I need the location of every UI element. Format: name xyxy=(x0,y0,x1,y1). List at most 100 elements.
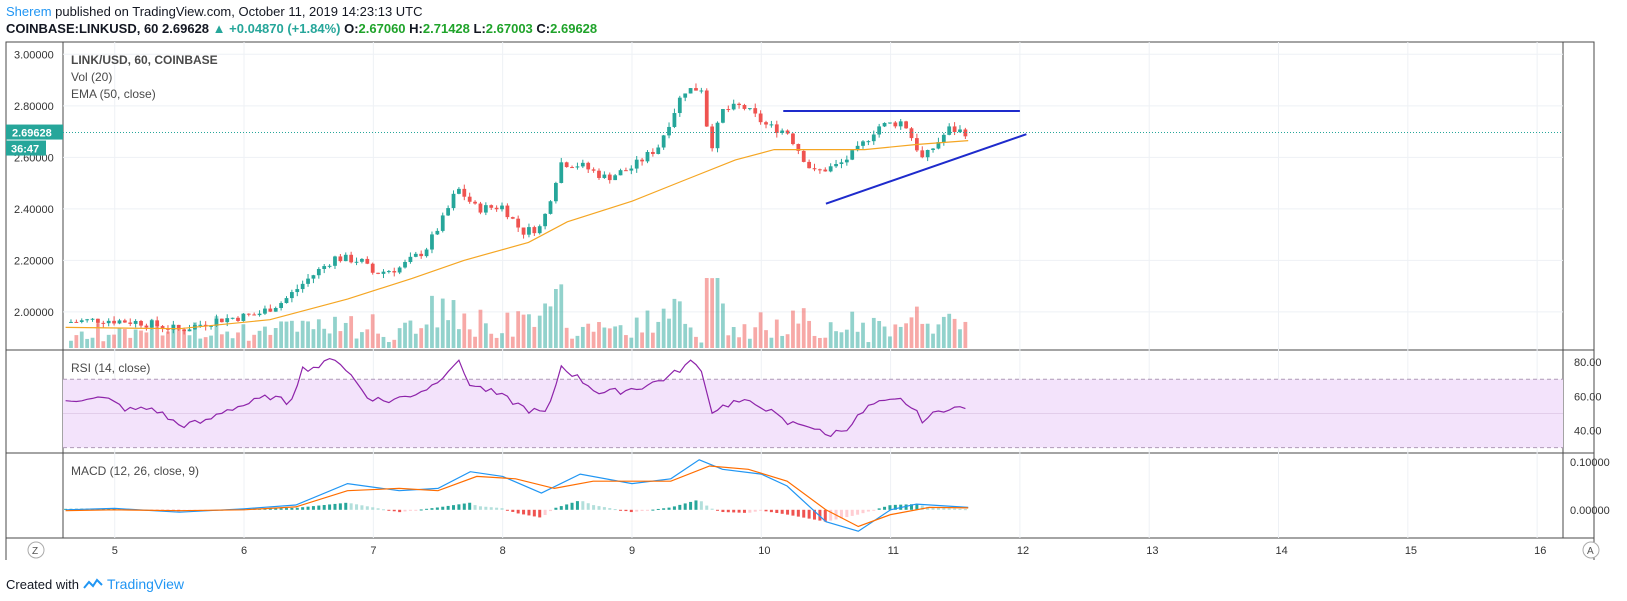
volume-bar xyxy=(252,334,257,348)
macd-hist-bar xyxy=(435,507,439,510)
macd-hist-bar xyxy=(592,505,596,510)
author-link[interactable]: Sherem xyxy=(6,4,52,19)
macd-hist-bar xyxy=(279,508,283,510)
candle-body xyxy=(920,150,925,158)
macd-hist-bar xyxy=(769,509,773,513)
candle-body xyxy=(322,266,327,269)
volume-bar xyxy=(791,310,795,348)
macd-hist-bar xyxy=(349,503,353,510)
volume-bar xyxy=(861,322,865,348)
candle-body xyxy=(300,283,305,290)
volume-bar xyxy=(575,335,580,348)
macd-hist-bar xyxy=(947,508,951,510)
volume-bar xyxy=(403,322,407,348)
candle-body xyxy=(667,126,671,136)
volume-bar xyxy=(871,317,876,348)
zoom-button[interactable]: Z xyxy=(27,541,45,559)
volume-bar xyxy=(521,314,526,348)
macd-hist-bar xyxy=(710,508,714,510)
candle-body xyxy=(284,298,289,304)
chart-frame xyxy=(5,41,1595,560)
candle-body xyxy=(106,320,111,324)
volume-bar xyxy=(349,316,354,348)
candle-body xyxy=(413,253,418,257)
macd-hist-bar xyxy=(306,506,310,510)
volume-bar xyxy=(241,324,246,348)
macd-line xyxy=(65,459,969,532)
candle-body xyxy=(225,318,230,323)
candle-body xyxy=(311,275,316,279)
candle-body xyxy=(252,314,257,316)
volume-bar xyxy=(457,329,461,348)
macd-hist-bar xyxy=(883,506,887,510)
macd-hist-bar xyxy=(640,509,644,511)
macd-hist-bar xyxy=(559,506,563,510)
candle-body xyxy=(715,122,720,149)
macd-hist-bar xyxy=(478,506,482,510)
candle-body xyxy=(823,169,828,172)
macd-hist-bar xyxy=(408,509,412,511)
macd-hist-bar xyxy=(635,509,639,512)
volume-bar xyxy=(473,336,477,348)
volume-bar xyxy=(947,313,952,348)
candle-body xyxy=(753,108,758,114)
time-tick-label: 7 xyxy=(370,545,376,557)
volume-bar xyxy=(554,289,558,348)
candle-body xyxy=(737,103,741,106)
macd-hist-bar xyxy=(322,505,326,510)
last-price: 2.69628 xyxy=(162,21,210,36)
candle-body xyxy=(570,167,574,169)
macd-hist-bar xyxy=(365,506,369,510)
candle-body xyxy=(731,103,736,110)
volume-bar xyxy=(381,336,386,348)
auto-scale-button[interactable]: A xyxy=(1582,541,1600,559)
volume-bar xyxy=(661,308,666,348)
candle-body xyxy=(952,126,957,133)
time-tick-label: 6 xyxy=(241,545,247,557)
chart-canvas[interactable]: 3.00000 2.80000 2.60000 2.40000 2.20000 … xyxy=(0,0,1627,560)
volume-bar xyxy=(656,321,661,348)
macd-hist-bar xyxy=(403,509,407,512)
volume-bar xyxy=(316,319,321,348)
volume-bar xyxy=(489,333,494,348)
macd-tick-label: 0.10000 xyxy=(1570,457,1610,469)
candle-body xyxy=(462,188,467,197)
support-trendline[interactable] xyxy=(825,133,1027,205)
candle-body xyxy=(289,292,294,299)
volume-bar xyxy=(354,338,359,348)
candle-body xyxy=(801,150,806,162)
macd-hist-bar xyxy=(527,509,531,516)
candle-body xyxy=(656,147,661,154)
macd-hist-bar xyxy=(613,509,617,511)
rsi-tick-label: 80.00 xyxy=(1574,357,1602,369)
candle-body xyxy=(871,134,876,142)
macd-hist-bar xyxy=(856,509,860,515)
tradingview-link[interactable]: TradingView xyxy=(106,576,185,592)
candle-body xyxy=(408,256,413,262)
candle-body xyxy=(624,170,628,172)
volume-bar xyxy=(721,303,725,348)
price-tick-label: 2.00000 xyxy=(14,307,54,319)
candle-body xyxy=(850,150,855,160)
volume-bar xyxy=(112,334,116,348)
macd-hist-bar xyxy=(893,504,897,510)
volume-bar xyxy=(333,316,337,348)
volume-bar xyxy=(812,335,817,348)
macd-hist-bar xyxy=(850,509,854,516)
time-tick-label: 13 xyxy=(1146,545,1158,557)
candle-body xyxy=(661,135,666,148)
macd-hist-bar xyxy=(963,509,967,511)
low-label: L: xyxy=(473,21,486,36)
macd-hist-bar xyxy=(597,506,601,510)
volume-bar xyxy=(338,331,343,348)
candle-body xyxy=(597,170,601,178)
volume-bar xyxy=(640,332,644,348)
macd-hist-bar xyxy=(721,509,725,513)
volume-bar xyxy=(645,310,650,348)
candle-body xyxy=(672,113,677,127)
macd-hist-bar xyxy=(457,504,461,510)
candle-body xyxy=(796,144,801,151)
macd-hist-bar xyxy=(376,508,380,510)
macd-hist-bar xyxy=(355,504,359,510)
time-tick-label: 16 xyxy=(1534,545,1546,557)
